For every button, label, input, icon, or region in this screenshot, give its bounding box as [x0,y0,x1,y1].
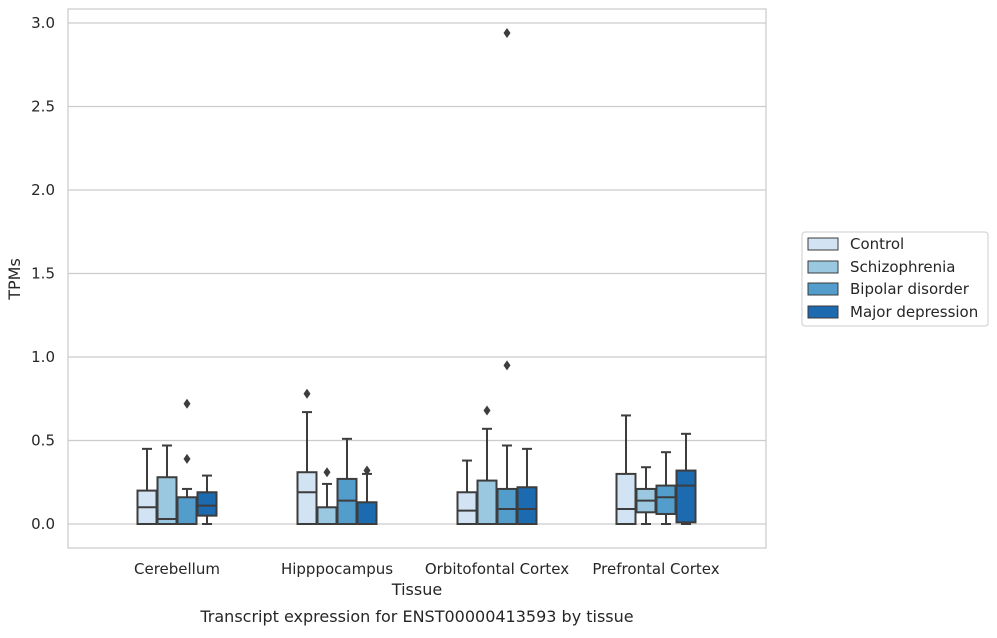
box-group [655,451,677,525]
y-tick-label: 1.0 [31,348,55,366]
y-axis-ticks: 0.0 0.5 1.0 1.5 2.0 2.5 3.0 [31,14,55,533]
outlier-point [363,465,371,476]
box-iqr [316,506,338,525]
box-group [316,467,338,525]
box-group [516,447,538,526]
box-group [336,437,358,526]
legend-item: Schizophrenia [807,258,955,276]
y-tick-label: 3.0 [31,14,55,32]
x-axis-ticks: Cerebellum Hipppocampus Orbitofontal Corte… [134,560,720,578]
legend-label: Control [850,235,904,253]
outlier-point [183,453,191,464]
outlier-point [503,28,511,39]
outlier-point [503,360,511,371]
x-tick-label: Cerebellum [134,560,220,578]
y-tick-label: 0.0 [31,515,55,533]
legend-label: Schizophrenia [850,258,955,276]
y-tick-label: 2.0 [31,181,55,199]
box-iqr [176,496,198,525]
box-iqr [296,471,318,526]
legend-item: Control [807,235,904,253]
box-group [176,398,198,525]
box-iqr [496,487,518,525]
legend-frame [801,231,989,327]
y-tick-label: 2.5 [31,98,55,116]
legend-item: Bipolar disorder [807,280,970,298]
outlier-point [303,388,311,399]
box-iqr [196,491,218,517]
legend-swatch [807,237,839,251]
chart-caption: Transcript expression for ENST0000041359… [199,607,633,626]
legend-label: Major depression [850,303,978,321]
legend-swatch [807,282,839,296]
box-group [476,405,498,525]
y-tick-label: 0.5 [31,432,55,450]
plot-frame [67,8,767,549]
legend-item: Major depression [807,303,978,321]
box-iqr [655,484,677,515]
box-iqr [476,479,498,525]
box-group [356,465,378,526]
x-tick-label: Prefrontal Cortex [592,560,719,578]
box-series-layer [136,28,697,526]
x-tick-label: Hipppocampus [281,560,393,578]
box-group [156,444,178,525]
box-group [635,466,657,525]
outlier-point [183,398,191,409]
legend: Control Schizophrenia Bipolar disorder M… [801,231,989,327]
x-axis-label: Tissue [391,580,442,599]
y-tick-label: 1.5 [31,265,55,283]
box-iqr [516,486,538,526]
box-group [496,28,518,525]
box-iqr [675,469,697,524]
box-group [675,432,697,525]
outlier-point [483,405,491,416]
legend-label: Bipolar disorder [850,280,970,298]
box-group [456,459,478,525]
box-iqr [156,476,178,525]
box-group [136,447,158,526]
box-group [296,388,318,526]
box-iqr [356,501,378,526]
grid-lines [68,22,766,525]
box-group [196,474,218,525]
box-group [615,414,637,525]
box-iqr [456,491,478,525]
box-iqr [615,472,637,525]
legend-swatch [807,305,839,319]
outlier-point [323,467,331,478]
y-axis-label: TPMs [5,258,24,301]
legend-swatch [807,260,839,274]
x-tick-label: Orbitofontal Cortex [425,560,569,578]
